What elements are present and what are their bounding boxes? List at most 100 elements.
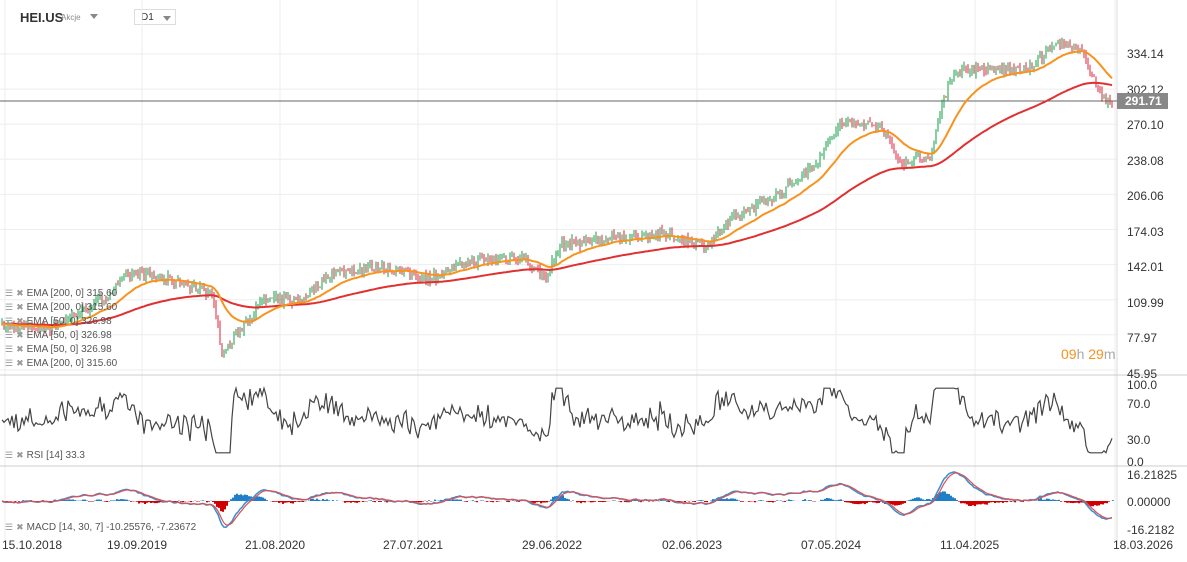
macd-bar bbox=[896, 501, 898, 506]
indicator-legend[interactable]: ☰ ✖ EMA [200, 0] 315.60 bbox=[5, 358, 118, 369]
macd-bar bbox=[84, 499, 86, 501]
macd-bar bbox=[1080, 501, 1082, 503]
macd-bar bbox=[1070, 501, 1072, 503]
rsi-legend[interactable]: ☰ ✖ RSI [14] 33.3 bbox=[5, 450, 85, 461]
macd-legend[interactable]: ☰ ✖ MACD [14, 30, 7] -10.25576, -7.23672 bbox=[5, 522, 197, 533]
settings-icon: ☰ bbox=[5, 288, 14, 298]
macd-bar bbox=[154, 501, 156, 504]
macd-bar bbox=[878, 501, 880, 503]
macd-bar bbox=[326, 499, 328, 501]
macd-bar bbox=[176, 501, 178, 502]
macd-bar bbox=[286, 501, 288, 503]
macd-bar bbox=[722, 498, 724, 501]
macd-bar bbox=[726, 498, 728, 501]
macd-bar bbox=[958, 501, 960, 502]
macd-bar bbox=[320, 500, 322, 501]
macd-bar bbox=[568, 499, 570, 501]
macd-bar bbox=[638, 501, 640, 502]
macd-bar bbox=[822, 499, 824, 501]
macd-bar bbox=[704, 501, 706, 502]
macd-bar bbox=[828, 498, 830, 501]
macd-bar bbox=[144, 501, 146, 505]
timeframe-value: D1 bbox=[141, 12, 154, 23]
date-axis-label: 29.06.2022 bbox=[522, 538, 583, 552]
macd-bar bbox=[982, 501, 984, 504]
macd-bar bbox=[1074, 501, 1076, 503]
macd-bar bbox=[130, 501, 132, 502]
date-axis-label: 07.05.2024 bbox=[801, 538, 862, 552]
macd-bar bbox=[612, 500, 614, 501]
macd-bar bbox=[354, 501, 356, 503]
macd-bar bbox=[258, 496, 260, 501]
macd-bar bbox=[146, 501, 148, 503]
macd-bar bbox=[604, 501, 606, 502]
macd-bar bbox=[302, 501, 304, 502]
macd-bar bbox=[732, 498, 734, 501]
macd-bar bbox=[92, 501, 94, 502]
macd-bar bbox=[776, 500, 778, 501]
macd-bar bbox=[282, 501, 284, 504]
macd-bar bbox=[758, 500, 760, 501]
macd-bar bbox=[856, 501, 858, 505]
macd-bar bbox=[1042, 499, 1044, 501]
macd-bar bbox=[428, 500, 430, 501]
date-axis-label: 02.06.2023 bbox=[662, 538, 723, 552]
macd-bar bbox=[810, 500, 812, 501]
macd-bar bbox=[984, 501, 986, 505]
timeframe-select[interactable]: D1 bbox=[134, 9, 176, 25]
macd-bar bbox=[754, 501, 756, 503]
macd-bar bbox=[700, 500, 702, 501]
macd-bar bbox=[872, 501, 874, 503]
macd-bar bbox=[980, 501, 982, 505]
macd-bar bbox=[538, 501, 540, 502]
macd-bar bbox=[766, 501, 768, 502]
price-axis-label: 334.14 bbox=[1127, 47, 1164, 61]
indicator-legend[interactable]: ☰ ✖ EMA [200, 0] 315.60 bbox=[5, 302, 118, 313]
macd-bar bbox=[124, 499, 126, 501]
macd-bar bbox=[238, 494, 240, 501]
macd-bar bbox=[72, 499, 74, 501]
macd-bar bbox=[224, 501, 226, 510]
macd-bar bbox=[212, 501, 214, 502]
indicator-legend[interactable]: ☰ ✖ EMA [50, 0] 326.98 bbox=[5, 316, 112, 327]
macd-bar bbox=[246, 494, 248, 501]
symbol-dropdown-icon[interactable] bbox=[90, 14, 98, 19]
macd-bar bbox=[476, 501, 478, 503]
macd-bar bbox=[792, 500, 794, 501]
macd-bar bbox=[634, 500, 636, 501]
macd-bar bbox=[370, 500, 372, 501]
macd-bar bbox=[222, 501, 224, 512]
macd-bar bbox=[14, 501, 16, 502]
macd-bar bbox=[1096, 501, 1098, 506]
macd-bar bbox=[386, 501, 388, 503]
macd-bar bbox=[960, 501, 962, 504]
macd-bar bbox=[336, 500, 338, 501]
macd-bar bbox=[902, 501, 904, 504]
rsi-axis-label: 30.0 bbox=[1127, 433, 1151, 447]
macd-bar bbox=[298, 501, 300, 502]
macd-bar bbox=[560, 495, 562, 501]
indicator-legend[interactable]: ☰ ✖ EMA [50, 0] 326.98 bbox=[5, 330, 112, 341]
symbol-name[interactable]: HEI.US bbox=[20, 10, 64, 25]
macd-bar bbox=[458, 499, 460, 501]
macd-bar bbox=[24, 500, 26, 501]
close-icon: ✖ bbox=[16, 288, 24, 298]
macd-bar bbox=[1010, 501, 1012, 502]
indicator-legend[interactable]: ☰ ✖ EMA [50, 0] 326.98 bbox=[5, 344, 112, 355]
macd-bar bbox=[288, 501, 290, 503]
macd-bar bbox=[256, 496, 258, 501]
macd-bar bbox=[416, 501, 418, 502]
macd-bar bbox=[1088, 501, 1090, 506]
macd-bar bbox=[356, 501, 358, 503]
macd-bar bbox=[662, 500, 664, 501]
macd-bar bbox=[466, 501, 468, 502]
macd-bar bbox=[916, 497, 918, 501]
macd-bar bbox=[938, 492, 940, 501]
macd-bar bbox=[352, 501, 354, 503]
indicator-legend[interactable]: ☰ ✖ EMA [200, 0] 315.60 bbox=[5, 288, 118, 299]
macd-bar bbox=[534, 501, 536, 503]
macd-bar bbox=[310, 499, 312, 501]
rsi-axis-label: 70.0 bbox=[1127, 397, 1151, 411]
macd-bar bbox=[74, 500, 76, 501]
